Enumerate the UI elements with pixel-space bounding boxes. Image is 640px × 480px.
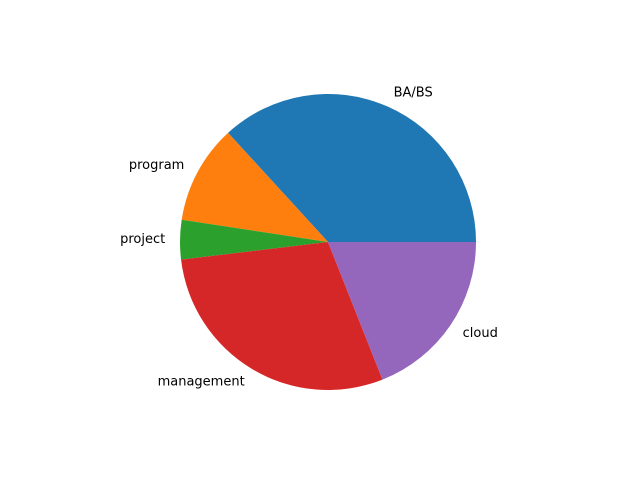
pie-label-management: management bbox=[158, 374, 245, 389]
pie-label-cloud: cloud bbox=[463, 326, 498, 341]
pie-label-program: program bbox=[129, 158, 185, 173]
pie-label-ba-bs: BA/BS bbox=[394, 85, 433, 100]
pie-label-project: project bbox=[120, 232, 165, 247]
pie-slices bbox=[180, 94, 476, 390]
